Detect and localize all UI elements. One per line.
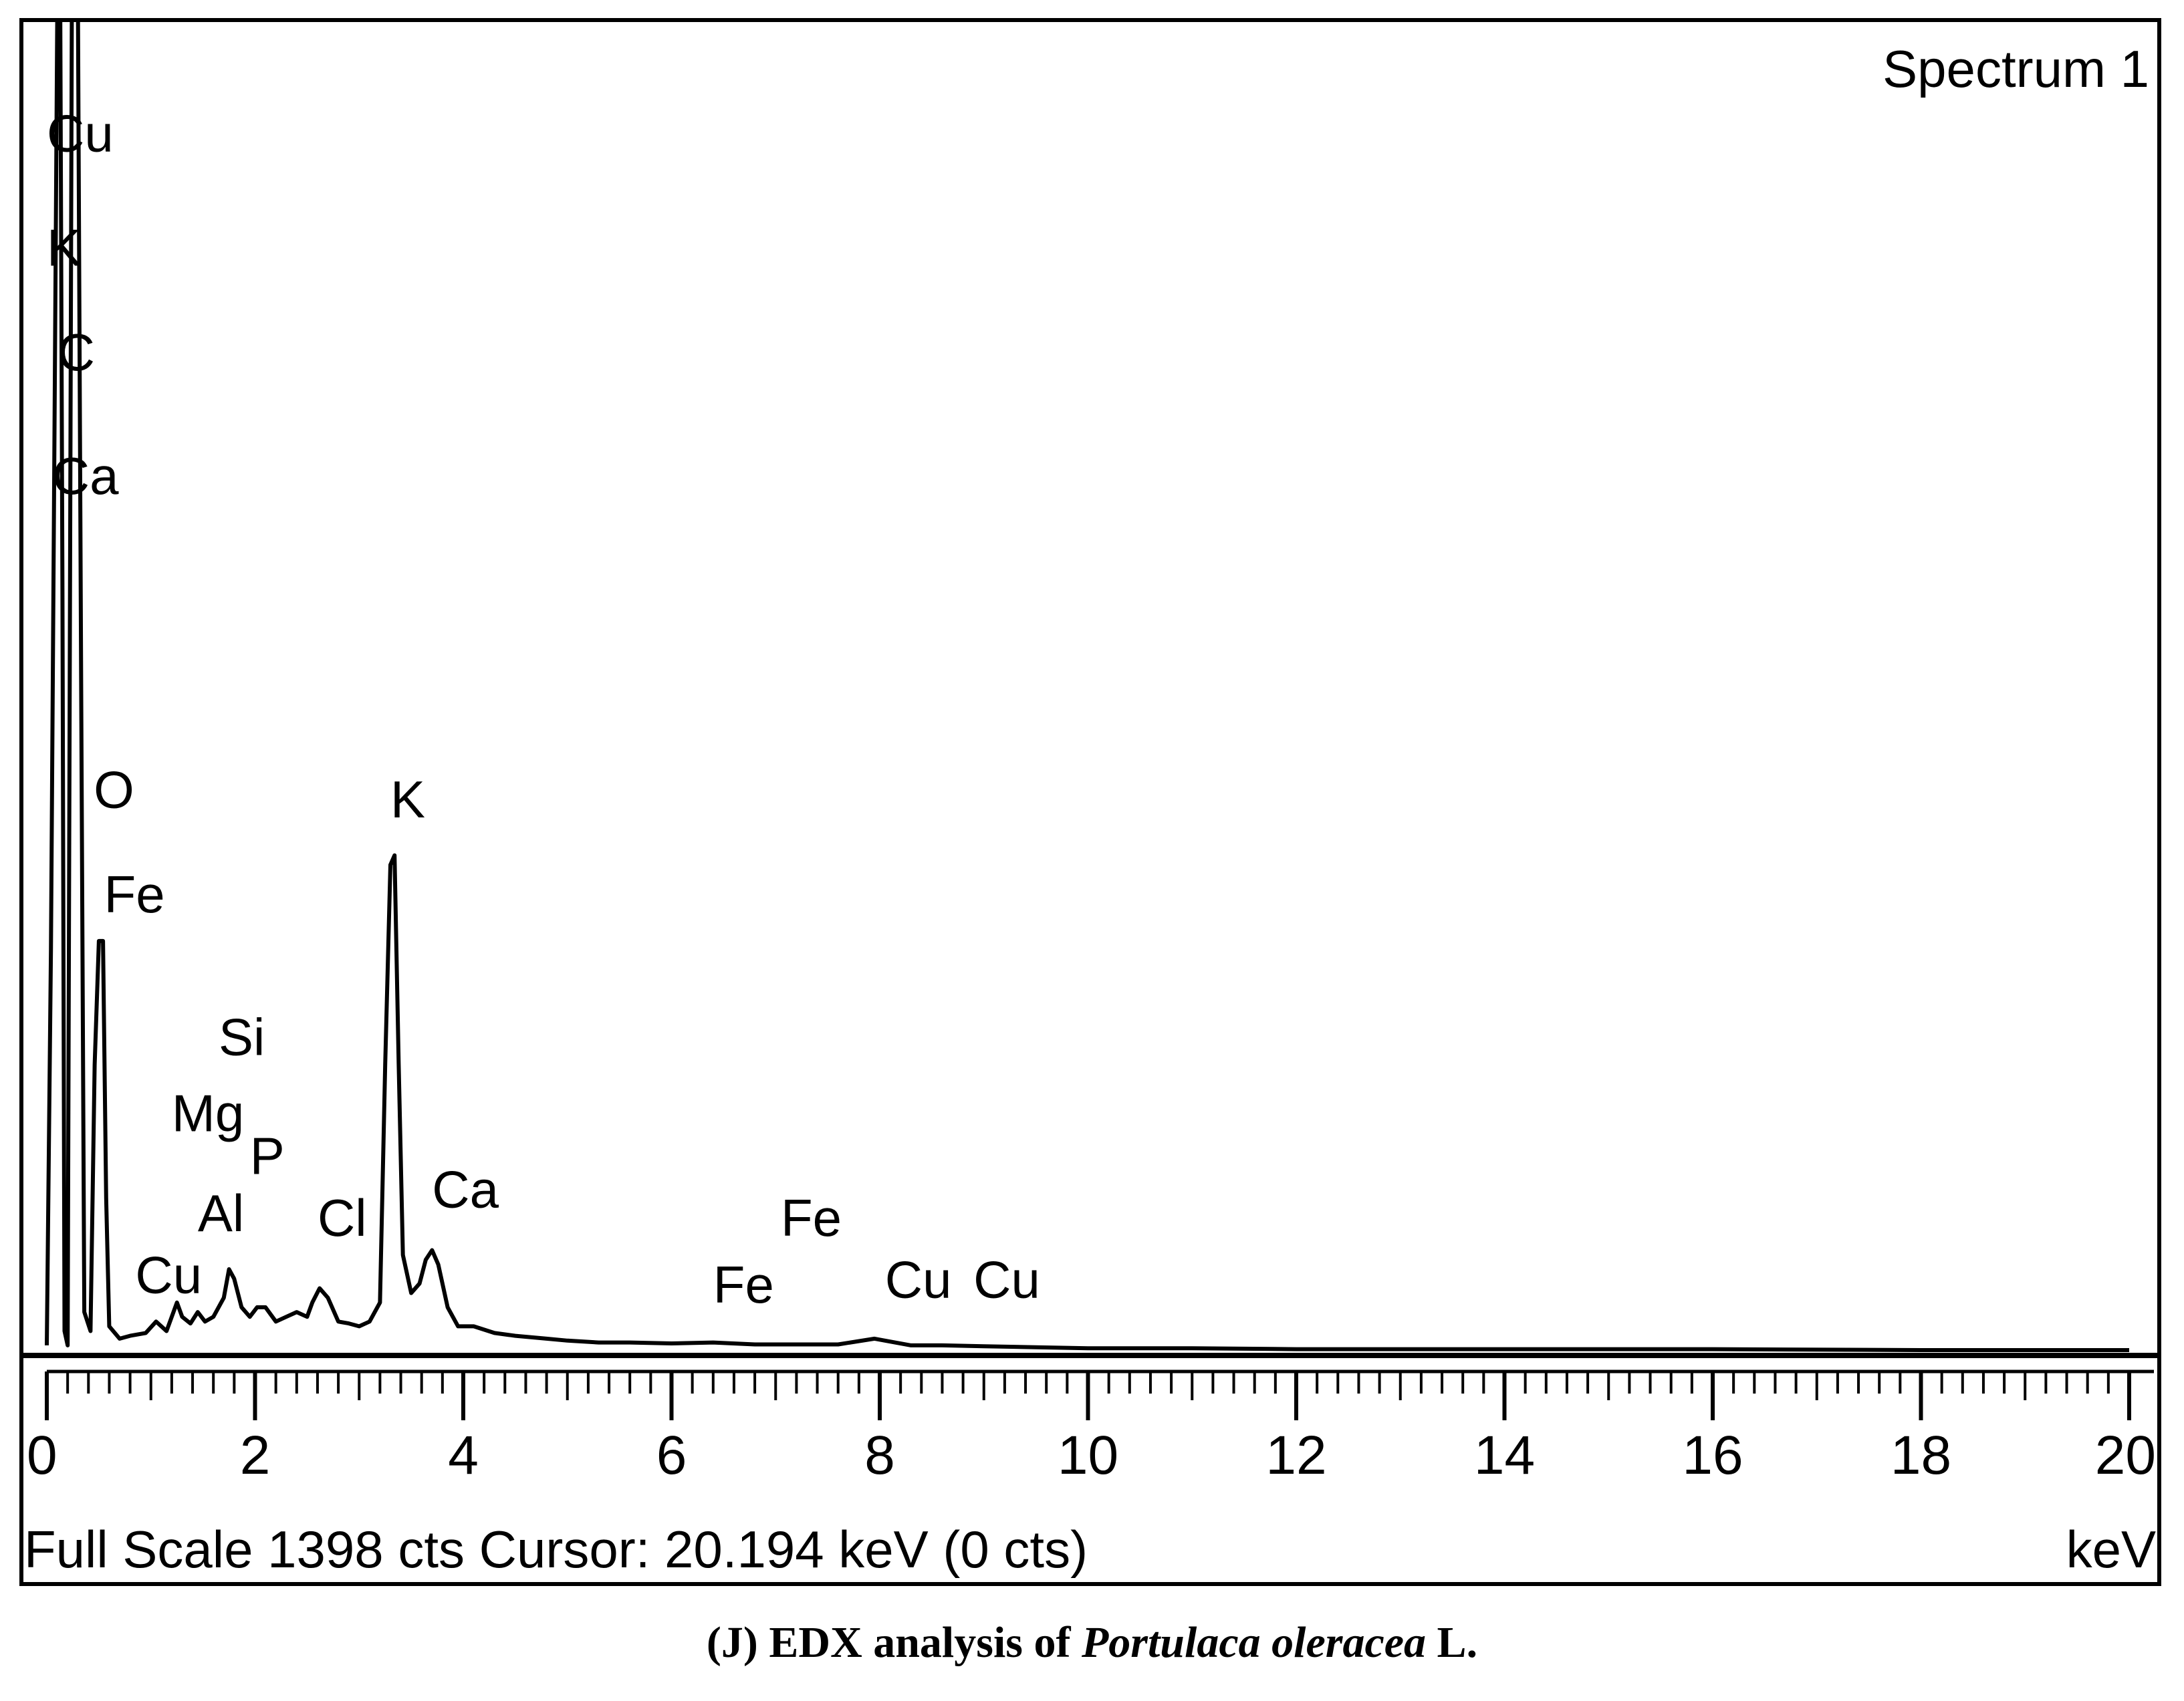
x-tick-label: 6 <box>656 1425 687 1486</box>
caption-prefix: (J) EDX analysis of <box>706 1618 1082 1667</box>
x-tick-label: 10 <box>1058 1425 1118 1486</box>
x-tick-label: 18 <box>1891 1425 1951 1486</box>
caption-species: Portulaca oleracea <box>1081 1618 1427 1667</box>
spectrum-frame <box>19 18 2161 1586</box>
peak-label: Ca <box>52 446 119 505</box>
x-tick-label: 4 <box>448 1425 479 1486</box>
x-axis-ticks <box>45 1371 2131 1420</box>
peak-label: Fe <box>104 865 165 924</box>
x-tick-label: 20 <box>2095 1425 2156 1486</box>
peak-label: K <box>390 770 425 829</box>
peak-label: O <box>94 761 134 819</box>
peak-label: C <box>57 323 95 382</box>
peak-label: Ca <box>432 1160 499 1218</box>
x-tick-label: 8 <box>864 1425 895 1486</box>
peak-label: Mg <box>172 1084 244 1143</box>
peak-label: K <box>47 218 82 277</box>
peak-label: Cu <box>135 1246 202 1305</box>
x-tick-label: 2 <box>240 1425 271 1486</box>
peak-label: Fe <box>713 1255 774 1314</box>
peak-label: P <box>250 1127 285 1186</box>
peak-label: Cl <box>318 1188 367 1247</box>
x-tick-label: 0 <box>27 1425 57 1486</box>
x-axis-tick-labels: 0 2 4 6 8 10 12 14 16 18 20 <box>27 1425 2156 1486</box>
x-tick-label: 16 <box>1682 1425 1743 1486</box>
figure-caption: (J) EDX analysis of Portulaca oleracea L… <box>0 1617 2184 1668</box>
peak-label: Cu <box>885 1251 952 1309</box>
peak-label: Cu <box>973 1251 1040 1309</box>
x-axis-unit-label: keV <box>2066 1520 2156 1579</box>
peak-label: Fe <box>781 1188 842 1247</box>
x-tick-label: 14 <box>1474 1425 1535 1486</box>
peak-label: Al <box>198 1184 244 1242</box>
peak-label: Si <box>219 1008 265 1067</box>
peak-label: Cu <box>47 104 114 162</box>
spectrum-title: Spectrum 1 <box>1883 39 2149 98</box>
status-readout: Full Scale 1398 cts Cursor: 20.194 keV (… <box>24 1520 1088 1579</box>
spectrum-line <box>45 18 2129 1352</box>
x-tick-label: 12 <box>1265 1425 1326 1486</box>
caption-suffix: L. <box>1426 1618 1478 1667</box>
